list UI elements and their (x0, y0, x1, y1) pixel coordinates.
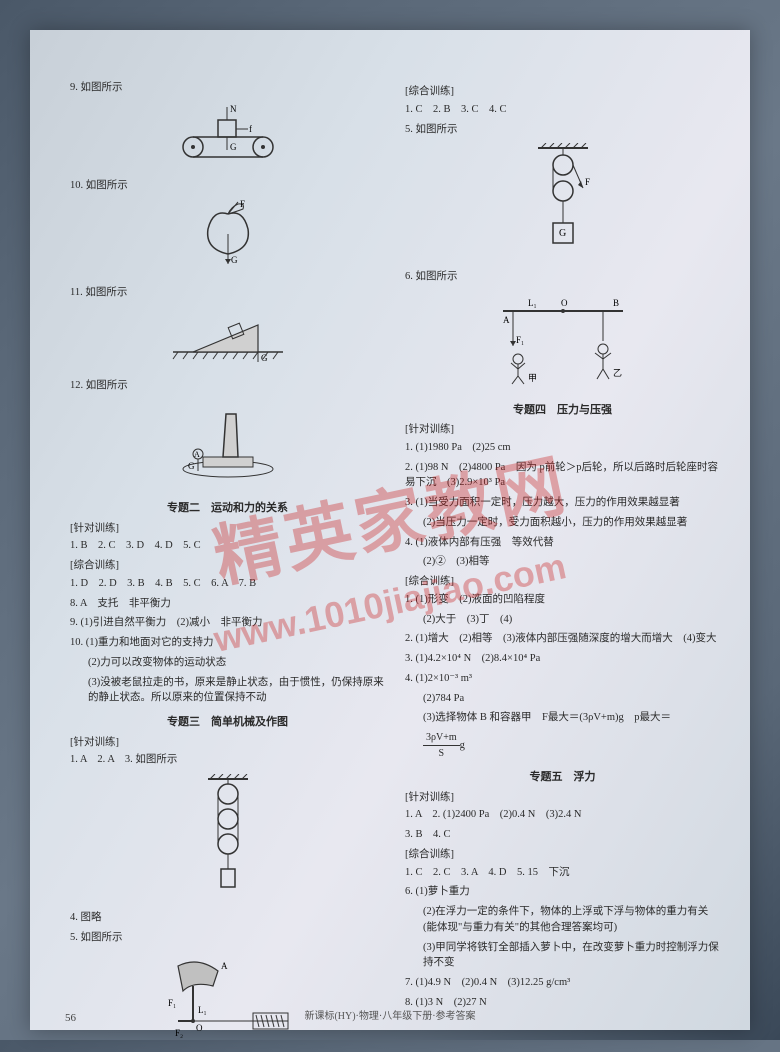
zonghe4-4a: 4. (1)2×10⁻³ m³ (405, 671, 720, 687)
svg-text:O: O (196, 1023, 203, 1033)
zonghe-label-2: [综合训练] (70, 558, 385, 574)
item-q5: 5. 如图所示 (70, 930, 385, 946)
svg-text:甲: 甲 (528, 373, 537, 383)
zonghe4-1b: (2)大于 (3)丁 (4) (405, 612, 720, 628)
figure-pulley-5: F G (405, 143, 720, 259)
zhendui4-2: 2. (1)98 N (2)4800 Pa 因为 p前轮＞p后轮，所以后路时后轮… (405, 460, 720, 492)
figure-lever-foot: F₁ L₁ F₂ O A (70, 951, 385, 1052)
zhendui-label-3: [针对训练] (70, 735, 385, 751)
zonghe4-4c-text: (3)选择物体 B 和容器甲 F最大＝(3ρV+m)g p最大＝ (423, 712, 671, 723)
svg-text:G: G (231, 255, 238, 265)
svg-text:B: B (613, 298, 619, 308)
svg-text:乙: 乙 (613, 368, 622, 378)
figure-12: A G (70, 399, 385, 490)
zonghe4-2: 2. (1)增大 (2)相等 (3)液体内部压强随深度的增大而增大 (4)变大 (405, 631, 720, 647)
svg-text:G: G (230, 142, 237, 152)
incline-diagram: G (168, 307, 288, 362)
zonghe5-7: 7. (1)4.9 N (2)0.4 N (3)12.25 g/cm³ (405, 975, 720, 991)
zonghe2-9: 9. (1)引进自然平衡力 (2)减小 非平衡力 (70, 615, 385, 631)
item-q4: 4. 图略 (70, 910, 385, 926)
zhendui-label-2: [针对训练] (70, 521, 385, 537)
zhendui5-3: 3. B 4. C (405, 827, 720, 843)
item-q11: 11. 如图所示 (70, 285, 385, 301)
topic4-title: 专题四 压力与压强 (405, 402, 720, 419)
zhendui-label-4: [针对训练] (405, 422, 720, 438)
zhendui5-1: 1. A 2. (1)2400 Pa (2)0.4 N (3)2.4 N (405, 807, 720, 823)
lever-people-diagram: L₁ O B A F₁ 甲 乙 (483, 291, 643, 386)
zhendui4-3b: (2)当压力一定时，受力面积越小，压力的作用效果越显著 (405, 515, 720, 531)
zonghe4-4b: (2)784 Pa (405, 691, 720, 707)
figure-pulley-3 (70, 774, 385, 900)
svg-text:F₁: F₁ (516, 335, 524, 345)
svg-text:F: F (585, 177, 590, 187)
fraction: 3ρV+m S (423, 730, 460, 761)
svg-text:A: A (221, 961, 228, 971)
left-column: 9. 如图所示 N f G 10. 如图所示 (70, 80, 385, 1010)
belt-roller-diagram: N f G (173, 102, 283, 162)
svg-text:A: A (194, 450, 200, 459)
zonghe3-1: 1. C 2. B 3. C 4. C (405, 102, 720, 118)
page-number: 56 (65, 1012, 76, 1024)
zhendui-label-5: [针对训练] (405, 790, 720, 806)
lever-foot-diagram: F₁ L₁ F₂ O A (163, 951, 293, 1046)
zonghe4-4c-frac: 3ρV+m S g (405, 730, 720, 761)
page-footer: 新课标(HY)·物理·八年级下册·参考答案 (30, 1007, 750, 1022)
svg-text:G: G (261, 353, 268, 362)
zonghe5-1: 1. C 2. C 3. A 4. D 5. 15 下沉 (405, 865, 720, 881)
topic3-title: 专题三 简单机械及作图 (70, 714, 385, 731)
figure-11: G (70, 307, 385, 368)
apple-force-diagram: F G (183, 199, 273, 269)
svg-text:O: O (561, 298, 568, 308)
right-column: [综合训练] 1. C 2. B 3. C 4. C 5. 如图所示 F G 6… (405, 80, 720, 1010)
zonghe-label-5: [综合训练] (405, 847, 720, 863)
zonghe2-1: 1. D 2. D 3. B 4. B 5. C 6. A 7. B (70, 576, 385, 592)
topic2-title: 专题二 运动和力的关系 (70, 500, 385, 517)
zhendui4-4b: (2)② (3)相等 (405, 554, 720, 570)
zhendui4-4: 4. (1)液体内部有压强 等效代替 (405, 535, 720, 551)
two-column-layout: 9. 如图所示 N f G 10. 如图所示 (70, 80, 720, 1010)
pulley-weight-diagram: F G (523, 143, 603, 253)
zonghe-label-4: [综合训练] (405, 574, 720, 590)
pulley-system-diagram (198, 774, 258, 894)
frac-den: S (423, 746, 460, 761)
svg-text:L₁: L₁ (528, 298, 537, 308)
figure-10: F G (70, 199, 385, 275)
item-q10: 10. 如图所示 (70, 178, 385, 194)
zonghe-label-3: [综合训练] (405, 84, 720, 100)
zonghe2-10b: (2)力可以改变物体的运动状态 (70, 655, 385, 671)
zonghe2-10c: (3)没被老鼠拉走的书，原来是静止状态，由于惯性，仍保持原来的静止状态。所以原来… (70, 675, 385, 707)
item-q9: 9. 如图所示 (70, 80, 385, 96)
zhendui4-3a: 3. (1)当受力面积一定时，压力越大，压力的作用效果越显著 (405, 495, 720, 511)
svg-text:G: G (188, 461, 195, 471)
svg-text:G: G (559, 228, 566, 239)
svg-text:F₂: F₂ (175, 1028, 183, 1038)
zonghe3-6: 6. 如图所示 (405, 269, 720, 285)
page-container: 9. 如图所示 N f G 10. 如图所示 (30, 30, 750, 1030)
zonghe5-6c: (3)甲同学将铁钉全部插入萝卜中，在改变萝卜重力时控制浮力保持不变 (405, 940, 720, 972)
lever-base-diagram: A G (168, 399, 288, 484)
frac-suffix: g (460, 740, 465, 751)
zonghe4-1a: 1. (1)形变 (2)液面的凹陷程度 (405, 592, 720, 608)
figure-lever-6: L₁ O B A F₁ 甲 乙 (405, 291, 720, 392)
svg-text:f: f (249, 124, 252, 134)
zonghe2-10a: 10. (1)重力和地面对它的支持力 (70, 635, 385, 651)
frac-num: 3ρV+m (423, 730, 460, 746)
topic5-title: 专题五 浮力 (405, 769, 720, 786)
zonghe4-3: 3. (1)4.2×10⁴ N (2)8.4×10⁴ Pa (405, 651, 720, 667)
zonghe2-8: 8. A 支托 非平衡力 (70, 596, 385, 612)
svg-text:A: A (503, 315, 510, 325)
svg-text:N: N (230, 104, 237, 114)
zonghe5-6a: 6. (1)萝卜重力 (405, 884, 720, 900)
item-q12: 12. 如图所示 (70, 378, 385, 394)
svg-text:F: F (240, 199, 245, 209)
zonghe4-4c: (3)选择物体 B 和容器甲 F最大＝(3ρV+m)g p最大＝ (405, 710, 720, 726)
figure-9: N f G (70, 102, 385, 168)
zhendui2-answers: 1. B 2. C 3. D 4. D 5. C (70, 538, 385, 554)
zhendui4-1: 1. (1)1980 Pa (2)25 cm (405, 440, 720, 456)
zonghe5-6b: (2)在浮力一定的条件下，物体的上浮或下浮与物体的重力有关(能体现"与重力有关"… (405, 904, 720, 936)
zonghe3-5: 5. 如图所示 (405, 122, 720, 138)
zhendui3-answers: 1. A 2. A 3. 如图所示 (70, 752, 385, 768)
